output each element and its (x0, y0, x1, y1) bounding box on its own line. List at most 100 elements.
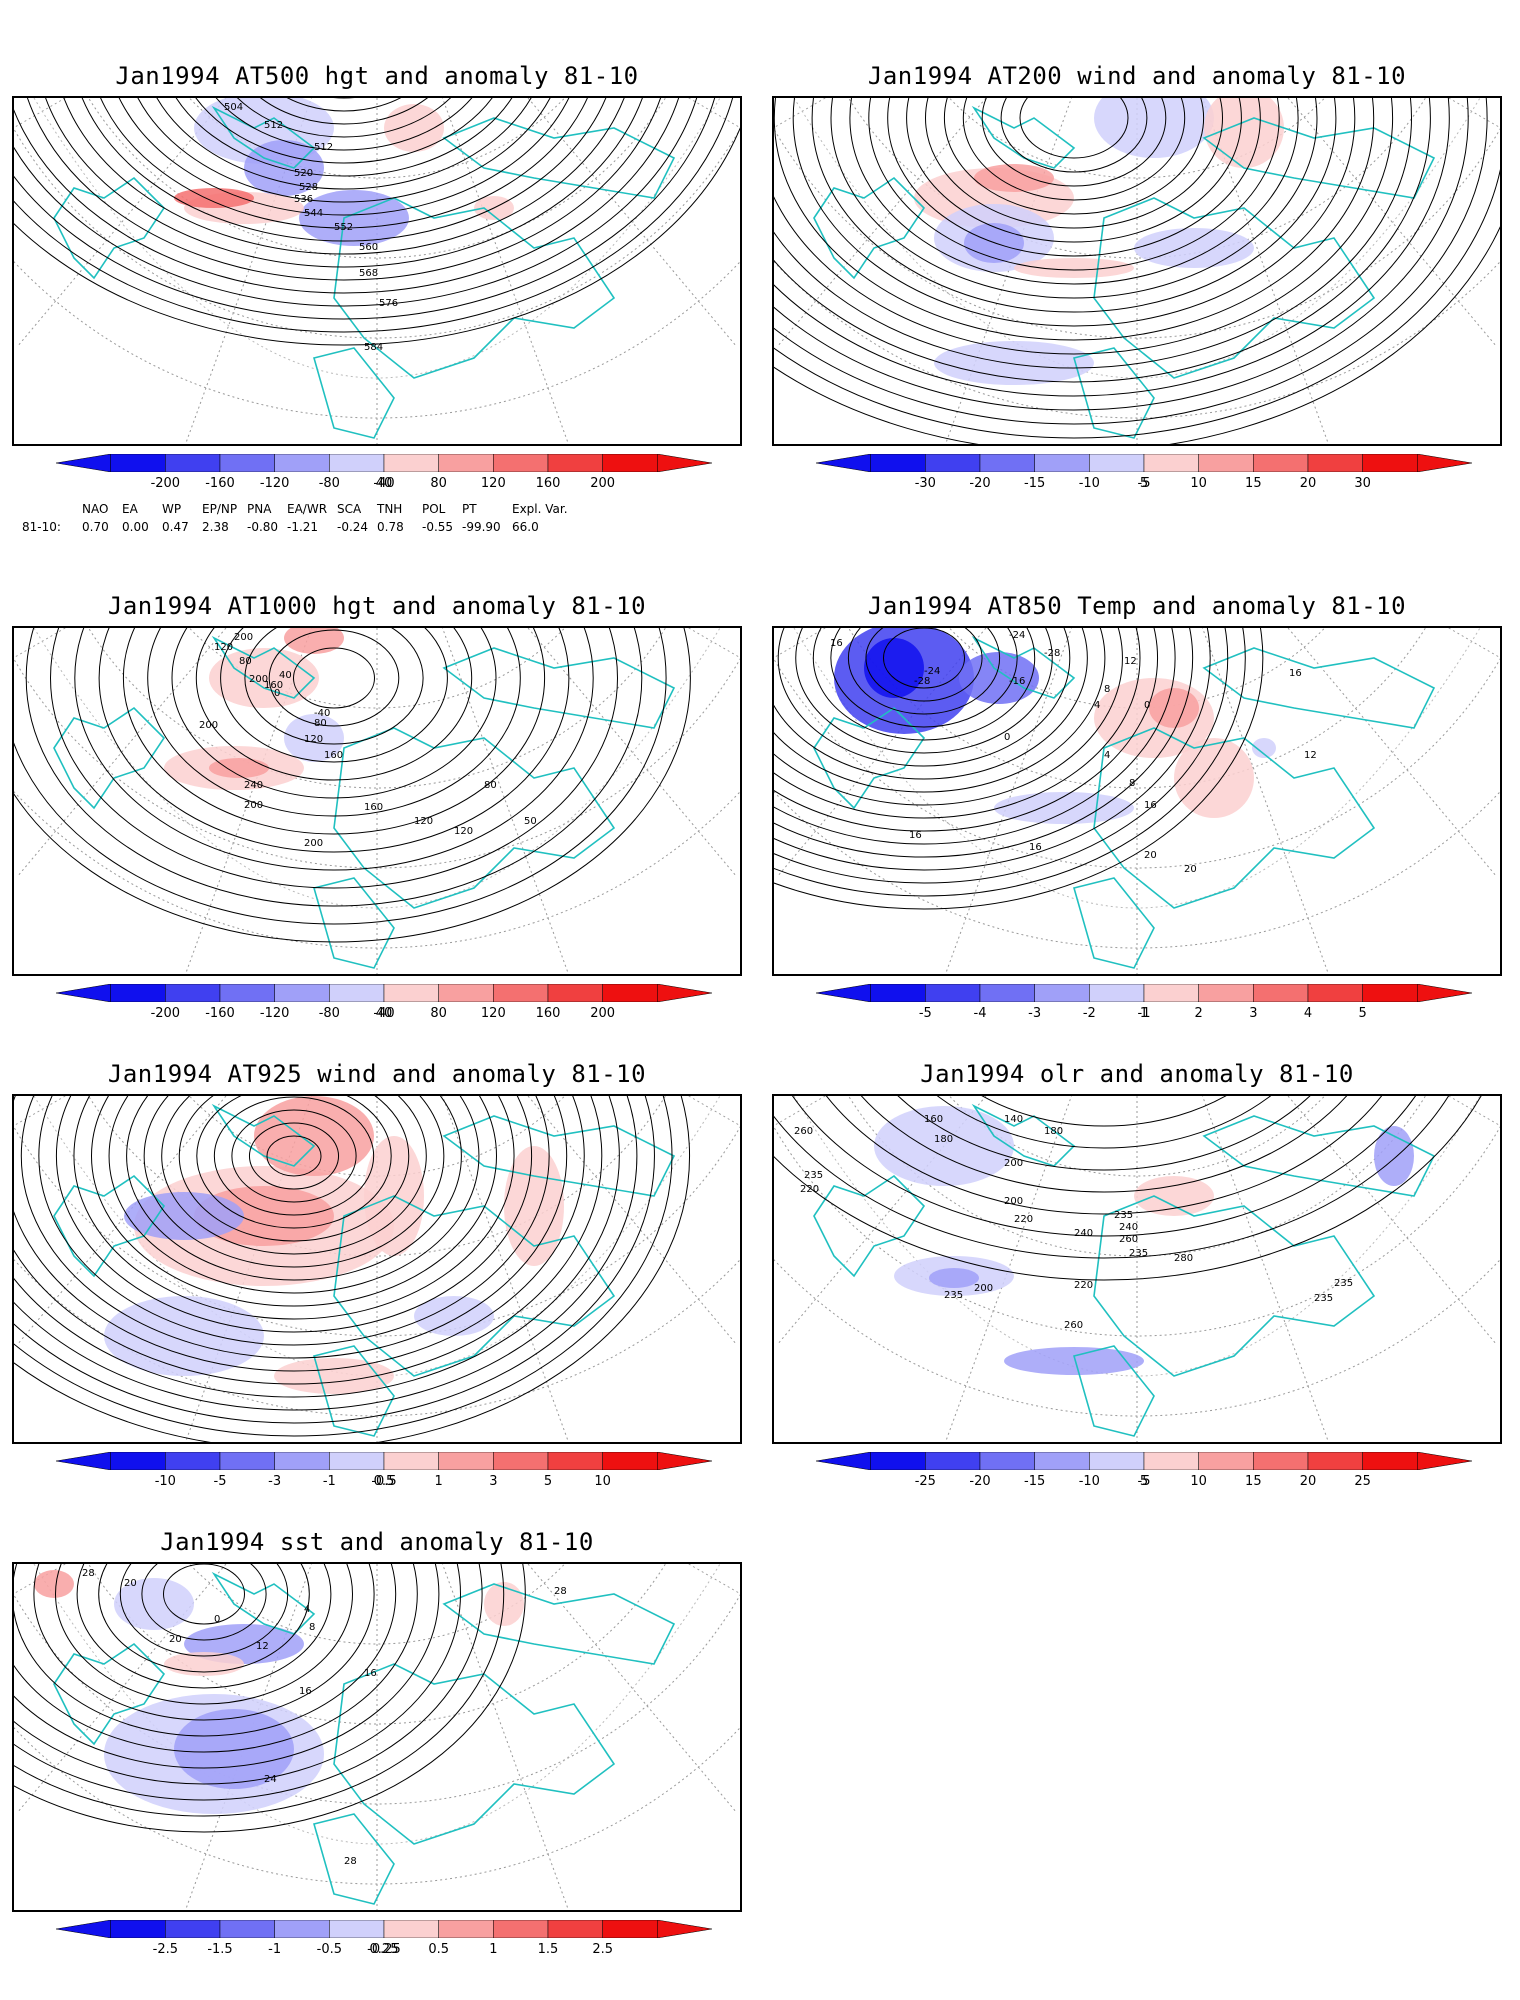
contour-label: 12 (256, 1641, 269, 1652)
contour-line (868, 98, 1280, 271)
contour-label: 552 (334, 222, 353, 233)
contour-label: 16 (364, 1668, 377, 1679)
contour-line (792, 1096, 1416, 1237)
colorbar-underflow-arrow (55, 1919, 111, 1939)
colorbar-swatch (383, 983, 439, 1003)
colorbar-tick-label: -200 (150, 1006, 181, 1021)
contour-label: 200 (974, 1283, 993, 1294)
coastline (53, 1174, 166, 1278)
colorbar-tick-label: -20 (969, 1474, 991, 1489)
colorbar-tick-label: 3 (489, 1474, 498, 1489)
contour-line (81, 98, 607, 242)
positive-anomaly-area (174, 188, 254, 208)
contour-line (774, 628, 1211, 871)
colorbar-swatch (1089, 1451, 1145, 1471)
positive-anomaly-area (974, 164, 1054, 192)
contour-line (792, 98, 1356, 327)
graticule-meridian (16, 1096, 227, 1346)
colorbar-swatch (1198, 453, 1254, 473)
colorbar-tick-label: -1 (322, 1474, 336, 1489)
contour-label: 120 (454, 826, 473, 837)
colorbar-tick-label: 0.5 (373, 1474, 395, 1489)
coastline (971, 105, 1076, 169)
colorbar-tick-label: 5 (1139, 476, 1149, 491)
colorbar-underflow-arrow (815, 1451, 871, 1471)
index-header: EA (122, 502, 138, 516)
contour-label: 576 (379, 298, 398, 309)
colorbar-tick-label: 2.5 (592, 1942, 613, 1957)
contour-line (936, 1096, 1272, 1149)
contour-line (981, 98, 1167, 187)
positive-anomaly-area (209, 758, 269, 778)
contour-label: 160 (264, 680, 283, 691)
colorbar-swatch (1198, 1451, 1254, 1471)
index-header: EP/NP (202, 502, 238, 516)
colorbar-tick-label: -40 (373, 476, 395, 491)
positive-anomaly-area (504, 1146, 564, 1266)
contour-label: 160 (924, 1114, 943, 1125)
colorbar-swatch (1253, 1451, 1309, 1471)
contour-line (33, 1564, 375, 1721)
contour-line (14, 1564, 461, 1785)
contour-line (45, 98, 643, 268)
colorbar-swatch (602, 983, 658, 1003)
contour-label: -16 (1009, 676, 1025, 687)
colorbar-swatch (925, 453, 981, 473)
contour-label: 160 (364, 802, 383, 813)
contour-line (1019, 98, 1129, 159)
contour-label: 80 (484, 780, 497, 791)
positive-anomaly-area (284, 628, 344, 654)
contour-line (774, 628, 1088, 780)
colorbar-tick-label: -25 (914, 1474, 936, 1489)
contour-label: 200 (234, 632, 253, 643)
contour-line (14, 98, 716, 320)
contour-label: 235 (1314, 1293, 1333, 1304)
colorbar-swatch (870, 453, 926, 473)
positive-anomaly-area (1149, 688, 1199, 728)
contour-label: 220 (1074, 1280, 1093, 1291)
colorbar-tick-label: 120 (480, 1006, 506, 1021)
contour-line (14, 628, 667, 925)
graticule-meridian (776, 1096, 987, 1346)
negative-anomaly-area (1252, 738, 1276, 758)
negative-anomaly-area (244, 140, 324, 196)
negative-anomaly-area (959, 652, 1039, 704)
coastline (1073, 1345, 1155, 1437)
contour-line (774, 98, 1469, 411)
contour-label: 20 (124, 1578, 137, 1589)
colorbar-swatch (383, 453, 439, 473)
negative-anomaly-area (929, 1268, 979, 1288)
contour-line (774, 628, 1106, 793)
colorbar-swatch (383, 1451, 439, 1471)
contour-line (161, 1096, 427, 1255)
contour-line (14, 126, 740, 346)
colorbar-swatch (547, 983, 603, 1003)
graticule-meridian (185, 628, 313, 974)
coastline (813, 176, 926, 280)
panel-title: Jan1994 olr and anomaly 81-10 (920, 1060, 1354, 1088)
positive-anomaly-area (1134, 1176, 1214, 1216)
colorbar (815, 983, 1473, 1003)
map-olr: 260 160 180 140 180 200 235 220 200 220 235 240 260 2… (772, 1094, 1502, 1444)
contour-line (20, 1096, 568, 1359)
coastline (333, 727, 616, 909)
contour-label: 568 (359, 268, 378, 279)
contour-line (195, 628, 473, 781)
index-value: -0.24 (337, 520, 369, 534)
colorbar-swatch (547, 1919, 603, 1939)
colorbar-swatch (870, 983, 926, 1003)
contour-line (178, 1096, 410, 1242)
contour-line (74, 628, 594, 871)
graticule-meridian (185, 98, 313, 444)
contour-label: -24 (924, 666, 940, 677)
colorbar (815, 453, 1473, 473)
colorbar-underflow-arrow (815, 453, 871, 473)
negative-anomaly-area (864, 638, 924, 698)
colorbar-tick-label: -3 (1028, 1006, 1042, 1021)
contour-label: 16 (1029, 842, 1042, 853)
contour-label: 120 (214, 642, 233, 653)
contour-label: 28 (344, 1856, 357, 1867)
contour-line (847, 628, 1001, 715)
colorbar-tick-label: -1 (1137, 1006, 1151, 1021)
